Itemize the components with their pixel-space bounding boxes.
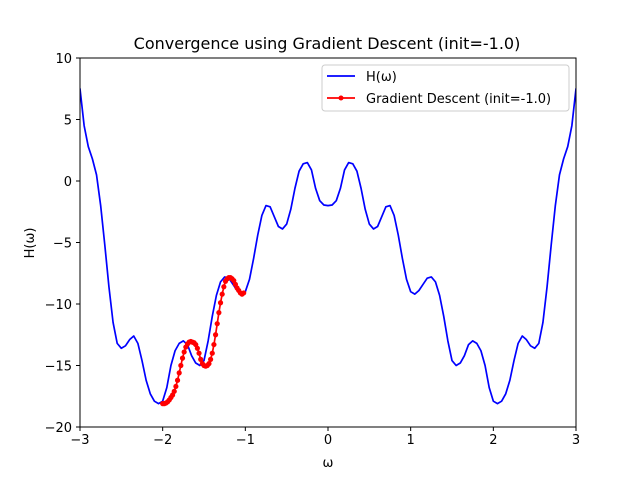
x-tick-label: 3	[572, 433, 580, 448]
x-tick-label: −1	[236, 433, 255, 448]
gradient-descent-point	[160, 401, 166, 407]
gradient-descent-point	[179, 355, 186, 361]
gradient-descent-point	[208, 356, 214, 362]
chart-title: Convergence using Gradient Descent (init…	[134, 34, 521, 53]
gradient-descent-point	[216, 310, 222, 316]
series-layer	[80, 87, 576, 407]
y-tick-label: −15	[45, 360, 72, 375]
gradient-descent-point	[217, 300, 224, 306]
gradient-descent-point	[221, 284, 227, 290]
y-axis-label: H(ω)	[23, 228, 38, 259]
gradient-descent-point	[199, 361, 205, 367]
x-tick-label: −3	[70, 433, 89, 448]
legend-box	[321, 64, 570, 112]
x-tick-label: −2	[153, 433, 172, 448]
x-axis-label: ω	[323, 456, 334, 471]
gradient-descent-point	[214, 321, 220, 327]
gradient-descent-point	[178, 362, 184, 369]
gradient-descent-point	[211, 341, 217, 348]
gradient-descent-point	[176, 370, 182, 376]
gradient-descent-point	[173, 383, 179, 390]
plot-frame	[79, 57, 577, 428]
y-tick-label: 10	[55, 52, 72, 67]
gradient-descent-point	[183, 344, 189, 350]
gradient-descent-point	[222, 278, 229, 284]
gradient-descent-point	[181, 349, 187, 355]
y-tick-label: −10	[45, 298, 72, 313]
x-tick-label: 1	[407, 433, 415, 448]
gradient-descent-point	[219, 291, 225, 297]
x-tick-label: 2	[489, 433, 497, 448]
y-tick-label: 0	[64, 175, 72, 190]
y-tick-label: 5	[64, 114, 72, 129]
legend-label-h: H(ω)	[366, 70, 397, 85]
gradient-descent-point	[196, 350, 202, 356]
gradient-descent-point	[209, 350, 215, 356]
legend-label-gd: Gradient Descent (init=-1.0)	[366, 92, 551, 107]
gradient-descent-point	[212, 332, 219, 338]
legend: H(ω) Gradient Descent (init=-1.0)	[321, 64, 570, 112]
gradient-descent-point	[198, 356, 204, 362]
y-tick-label: −20	[45, 421, 72, 436]
y-tick-label: −5	[53, 237, 72, 252]
x-tick-label: 0	[324, 433, 332, 448]
gradient-descent-point	[174, 377, 181, 383]
legend-marker-gd	[338, 95, 344, 101]
